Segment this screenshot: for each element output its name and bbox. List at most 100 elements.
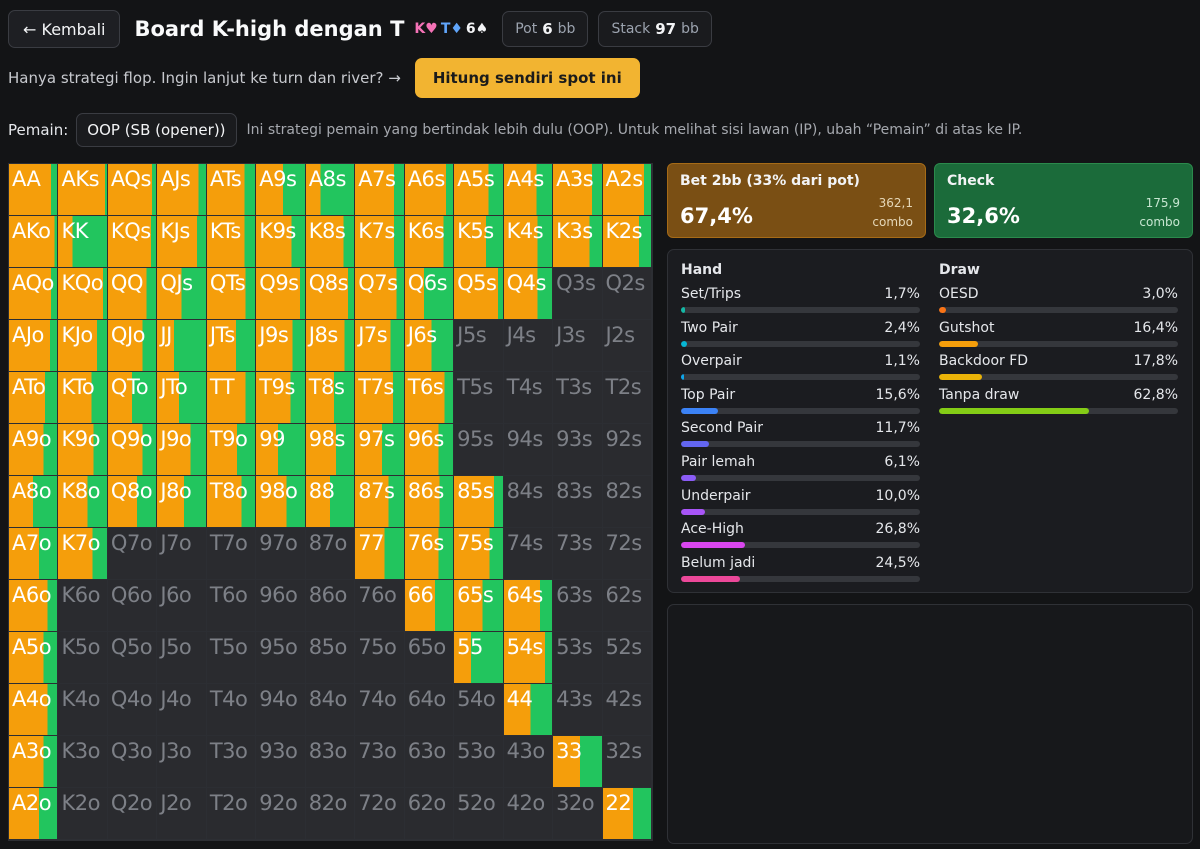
- matrix-cell[interactable]: QTs: [206, 268, 257, 320]
- matrix-cell[interactable]: K9o: [58, 424, 108, 476]
- matrix-cell[interactable]: 82o: [305, 788, 356, 840]
- matrix-cell[interactable]: 74s: [503, 528, 554, 580]
- matrix-cell[interactable]: A9o: [9, 424, 59, 476]
- matrix-cell[interactable]: 72o: [355, 788, 405, 840]
- matrix-cell[interactable]: 92s: [602, 424, 652, 476]
- matrix-cell[interactable]: J5s: [454, 320, 504, 372]
- matrix-cell[interactable]: J7s: [355, 320, 405, 372]
- matrix-cell[interactable]: A8s: [305, 164, 356, 216]
- matrix-cell[interactable]: T2o: [206, 788, 257, 840]
- matrix-cell[interactable]: KTs: [206, 216, 257, 268]
- matrix-cell[interactable]: K3s: [553, 216, 603, 268]
- matrix-cell[interactable]: 63o: [404, 736, 455, 788]
- matrix-cell[interactable]: 73s: [553, 528, 603, 580]
- matrix-cell[interactable]: A2o: [9, 788, 59, 840]
- matrix-cell[interactable]: 95s: [454, 424, 504, 476]
- matrix-cell[interactable]: 76o: [355, 580, 405, 632]
- matrix-cell[interactable]: JTo: [157, 372, 207, 424]
- matrix-cell[interactable]: A6s: [404, 164, 455, 216]
- matrix-cell[interactable]: Q8o: [107, 476, 158, 528]
- matrix-cell[interactable]: AQo: [9, 268, 59, 320]
- matrix-cell[interactable]: 75s: [454, 528, 504, 580]
- matrix-cell[interactable]: KTo: [58, 372, 108, 424]
- matrix-cell[interactable]: 66: [404, 580, 455, 632]
- matrix-cell[interactable]: Q6s: [404, 268, 455, 320]
- matrix-cell[interactable]: 75o: [355, 632, 405, 684]
- matrix-cell[interactable]: Q2o: [107, 788, 158, 840]
- compute-spot-button[interactable]: Hitung sendiri spot ini: [414, 58, 640, 98]
- matrix-cell[interactable]: 73o: [355, 736, 405, 788]
- matrix-cell[interactable]: AJo: [9, 320, 59, 372]
- matrix-cell[interactable]: 98s: [305, 424, 356, 476]
- matrix-cell[interactable]: 93s: [553, 424, 603, 476]
- matrix-cell[interactable]: A7o: [9, 528, 59, 580]
- matrix-cell[interactable]: Q5s: [454, 268, 504, 320]
- matrix-cell[interactable]: AJs: [157, 164, 207, 216]
- matrix-cell[interactable]: 65o: [404, 632, 455, 684]
- matrix-cell[interactable]: T9o: [206, 424, 257, 476]
- matrix-cell[interactable]: K3o: [58, 736, 108, 788]
- matrix-cell[interactable]: AQs: [107, 164, 158, 216]
- matrix-cell[interactable]: AKo: [9, 216, 59, 268]
- matrix-cell[interactable]: 83s: [553, 476, 603, 528]
- matrix-cell[interactable]: 53s: [553, 632, 603, 684]
- matrix-cell[interactable]: J9s: [256, 320, 306, 372]
- matrix-cell[interactable]: 96s: [404, 424, 455, 476]
- matrix-cell[interactable]: K7s: [355, 216, 405, 268]
- matrix-cell[interactable]: A4s: [503, 164, 554, 216]
- matrix-cell[interactable]: 42s: [602, 684, 652, 736]
- matrix-cell[interactable]: K9s: [256, 216, 306, 268]
- matrix-cell[interactable]: A8o: [9, 476, 59, 528]
- matrix-cell[interactable]: 42o: [503, 788, 554, 840]
- matrix-cell[interactable]: 95o: [256, 632, 306, 684]
- matrix-cell[interactable]: Q8s: [305, 268, 356, 320]
- matrix-cell[interactable]: 94s: [503, 424, 554, 476]
- matrix-cell[interactable]: 97o: [256, 528, 306, 580]
- matrix-cell[interactable]: T6s: [404, 372, 455, 424]
- matrix-cell[interactable]: J3s: [553, 320, 603, 372]
- matrix-cell[interactable]: T9s: [256, 372, 306, 424]
- matrix-cell[interactable]: 76s: [404, 528, 455, 580]
- matrix-cell[interactable]: Q7s: [355, 268, 405, 320]
- matrix-cell[interactable]: JJ: [157, 320, 207, 372]
- action-bet-card[interactable]: Bet 2bb (33% dari pot) 362,1 combo 67,4%: [667, 163, 926, 238]
- matrix-cell[interactable]: 62s: [602, 580, 652, 632]
- matrix-cell[interactable]: T7s: [355, 372, 405, 424]
- matrix-cell[interactable]: 82s: [602, 476, 652, 528]
- matrix-cell[interactable]: 85s: [454, 476, 504, 528]
- matrix-cell[interactable]: Q3s: [553, 268, 603, 320]
- matrix-cell[interactable]: 43o: [503, 736, 554, 788]
- matrix-cell[interactable]: Q7o: [107, 528, 158, 580]
- matrix-cell[interactable]: K6o: [58, 580, 108, 632]
- matrix-cell[interactable]: KQo: [58, 268, 108, 320]
- matrix-cell[interactable]: T2s: [602, 372, 652, 424]
- matrix-cell[interactable]: 64s: [503, 580, 554, 632]
- matrix-cell[interactable]: ATs: [206, 164, 257, 216]
- matrix-cell[interactable]: Q4o: [107, 684, 158, 736]
- matrix-cell[interactable]: KJs: [157, 216, 207, 268]
- matrix-cell[interactable]: T5o: [206, 632, 257, 684]
- matrix-cell[interactable]: K8o: [58, 476, 108, 528]
- matrix-cell[interactable]: QQ: [107, 268, 158, 320]
- matrix-cell[interactable]: 54o: [454, 684, 504, 736]
- matrix-cell[interactable]: Q5o: [107, 632, 158, 684]
- matrix-cell[interactable]: 92o: [256, 788, 306, 840]
- player-select[interactable]: OOP (SB (opener)): [76, 113, 237, 147]
- matrix-cell[interactable]: T4s: [503, 372, 554, 424]
- matrix-cell[interactable]: J8o: [157, 476, 207, 528]
- matrix-cell[interactable]: T8o: [206, 476, 257, 528]
- matrix-cell[interactable]: 83o: [305, 736, 356, 788]
- matrix-cell[interactable]: T3o: [206, 736, 257, 788]
- matrix-cell[interactable]: A3s: [553, 164, 603, 216]
- matrix-cell[interactable]: J4o: [157, 684, 207, 736]
- matrix-cell[interactable]: J2s: [602, 320, 652, 372]
- matrix-cell[interactable]: 86s: [404, 476, 455, 528]
- matrix-cell[interactable]: 87s: [355, 476, 405, 528]
- matrix-cell[interactable]: J5o: [157, 632, 207, 684]
- matrix-cell[interactable]: 32s: [602, 736, 652, 788]
- matrix-cell[interactable]: 88: [305, 476, 356, 528]
- matrix-cell[interactable]: Q9o: [107, 424, 158, 476]
- matrix-cell[interactable]: QJs: [157, 268, 207, 320]
- matrix-cell[interactable]: 52s: [602, 632, 652, 684]
- matrix-cell[interactable]: K4o: [58, 684, 108, 736]
